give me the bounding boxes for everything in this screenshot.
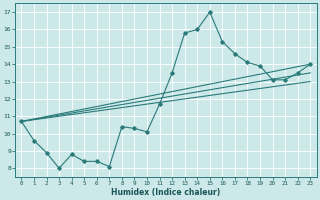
X-axis label: Humidex (Indice chaleur): Humidex (Indice chaleur) <box>111 188 220 197</box>
